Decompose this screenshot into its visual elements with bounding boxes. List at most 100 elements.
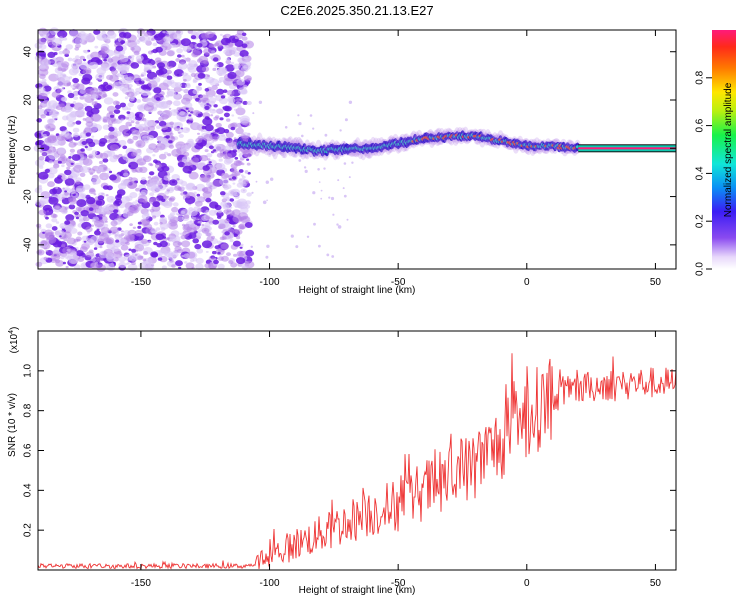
- noise-cell: [109, 174, 117, 181]
- noise-cell: [239, 98, 244, 101]
- noise-cell: [169, 121, 174, 126]
- noise-cell: [140, 35, 150, 43]
- noise-cell: [203, 134, 214, 142]
- noise-cell: [120, 182, 124, 186]
- noise-cell: [138, 244, 144, 249]
- noise-cell: [183, 78, 187, 82]
- noise-cell: [173, 94, 180, 100]
- noise-cell: [178, 266, 182, 270]
- noise-cell: [246, 158, 250, 161]
- noise-cell: [61, 164, 65, 168]
- noise-cell: [175, 212, 179, 215]
- noise-cell: [161, 265, 167, 270]
- noise-cell: [135, 55, 144, 62]
- y-tick-label: -40: [23, 237, 34, 252]
- noise-cell: [88, 61, 99, 70]
- noise-cell: [54, 204, 61, 210]
- noise-cell: [129, 223, 133, 227]
- noise-cell: [231, 114, 235, 117]
- noise-cell: [66, 248, 71, 252]
- noise-cell: [75, 55, 80, 59]
- noise-cell: [100, 84, 104, 87]
- noise-cell: [39, 64, 46, 70]
- noise-cell: [169, 186, 175, 192]
- noise-cell: [80, 166, 90, 173]
- noise-cell: [95, 200, 103, 206]
- noise-cell: [204, 263, 211, 269]
- noise-cell: [228, 97, 236, 104]
- noise-cell: [161, 198, 166, 202]
- noise-cell: [203, 60, 209, 65]
- noise-cell: [195, 263, 204, 270]
- noise-cell: [153, 87, 162, 94]
- noise-cell: [160, 227, 166, 231]
- noise-cell: [173, 69, 184, 77]
- noise-cell: [235, 98, 241, 102]
- noise-speck: [342, 187, 345, 190]
- noise-cell: [197, 72, 206, 79]
- noise-cell: [93, 29, 101, 35]
- noise-cell: [82, 264, 86, 267]
- noise-cell: [185, 183, 196, 191]
- noise-cell: [189, 223, 196, 228]
- noise-cell: [136, 99, 142, 103]
- noise-cell: [122, 132, 130, 138]
- noise-cell: [191, 48, 197, 52]
- noise-cell: [72, 87, 76, 91]
- noise-cell: [74, 211, 79, 216]
- noise-cell: [141, 219, 150, 226]
- noise-cell: [65, 214, 75, 222]
- noise-cell: [162, 41, 170, 47]
- noise-cell: [166, 189, 171, 192]
- snr-y-axis-label: SNR (10 * v/v): [7, 393, 18, 457]
- noise-cell: [209, 55, 214, 60]
- noise-speck: [270, 177, 274, 181]
- noise-cell: [103, 81, 109, 86]
- noise-cell: [79, 256, 83, 259]
- noise-cell: [211, 140, 215, 144]
- noise-cell: [100, 63, 110, 71]
- noise-cell: [130, 151, 138, 157]
- noise-cell: [62, 37, 68, 41]
- noise-cell: [202, 188, 206, 191]
- noise-cell: [191, 30, 198, 36]
- noise-cell: [205, 172, 215, 179]
- noise-cell: [143, 63, 154, 71]
- noise-cell: [81, 77, 91, 85]
- noise-cell: [94, 45, 99, 49]
- noise-cell: [235, 107, 246, 116]
- noise-cell: [98, 160, 104, 165]
- noise-cell: [155, 233, 165, 241]
- noise-speck: [258, 100, 263, 105]
- noise-cell: [203, 211, 208, 215]
- noise-cell: [230, 126, 236, 131]
- noise-cell: [176, 107, 182, 111]
- noise-cell: [102, 119, 108, 123]
- noise-cell: [241, 32, 247, 37]
- noise-cell: [156, 143, 166, 151]
- noise-cell: [228, 189, 238, 197]
- noise-cell: [61, 67, 67, 72]
- noise-cell: [154, 230, 158, 233]
- noise-cell: [113, 209, 119, 214]
- noise-cell: [115, 239, 120, 243]
- noise-cell: [142, 258, 147, 262]
- noise-speck: [252, 112, 255, 115]
- noise-cell: [100, 45, 108, 52]
- noise-cell: [238, 212, 249, 220]
- noise-cell: [176, 73, 180, 76]
- noise-cell: [205, 197, 212, 203]
- noise-cell: [128, 176, 133, 180]
- noise-cell: [184, 261, 188, 264]
- noise-speck: [290, 234, 294, 238]
- noise-cell: [37, 109, 47, 117]
- noise-cell: [75, 43, 81, 49]
- noise-cell: [185, 83, 191, 89]
- noise-cell: [40, 191, 51, 199]
- noise-cell: [232, 182, 236, 185]
- noise-cell: [148, 171, 155, 176]
- colorbar-ticks: 0.0 0.2 0.4 0.6 0.8: [695, 70, 712, 276]
- noise-cell: [212, 67, 217, 71]
- noise-cell: [107, 58, 114, 63]
